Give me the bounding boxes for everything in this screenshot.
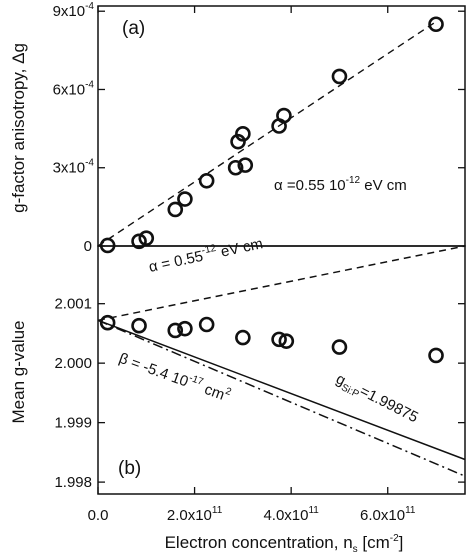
- data-point: [198, 316, 215, 333]
- panel-a-fit-lines: [97, 21, 437, 247]
- panel-a-alpha-annotation: α =0.55 10-12 eV cm: [274, 175, 407, 194]
- fit-line-dashed: [97, 21, 437, 247]
- y-tick-label: 0: [84, 238, 92, 255]
- panel-b-lines: [97, 245, 466, 477]
- line-solid: [97, 319, 466, 461]
- x-tick-label: 2.0x1011: [167, 505, 223, 524]
- y-tick-label: 3x10-4: [53, 158, 95, 177]
- data-point: [235, 126, 251, 142]
- line-dashed: [97, 245, 466, 322]
- data-point: [99, 314, 116, 331]
- panel-b-points: [99, 314, 444, 364]
- x-tick-label: 4.0x1011: [263, 505, 319, 524]
- data-point: [428, 347, 444, 364]
- panel-a-y-ticks: 0 3x10-4 6x10-4 9x10-4: [53, 1, 465, 255]
- data-point: [278, 333, 295, 349]
- x-tick-label: 6.0x1011: [360, 505, 416, 524]
- line-dashdot: [97, 319, 466, 477]
- data-point: [167, 201, 184, 218]
- y-tick-label: 1.998: [54, 474, 92, 491]
- data-point: [177, 191, 193, 207]
- panel-b-beta-annotation: β = -5.4 10-17 cm2: [117, 348, 233, 406]
- data-point: [237, 157, 254, 173]
- data-point: [167, 322, 184, 339]
- panel-b-frame: [97, 245, 466, 495]
- data-point: [230, 133, 246, 150]
- panel-b-y-axis-label: Mean g-value: [9, 320, 28, 423]
- panel-b-gsip-annotation: gSi:P=1.99875: [332, 370, 421, 429]
- data-point: [131, 317, 147, 334]
- panel-a-points: [99, 16, 444, 254]
- data-point: [235, 329, 251, 346]
- data-point: [276, 107, 292, 124]
- panel-a-label: (a): [122, 18, 145, 39]
- y-tick-label: 1.999: [54, 415, 92, 432]
- data-point: [138, 230, 155, 246]
- x-tick-label: 0.0: [88, 507, 109, 524]
- data-point: [227, 159, 244, 176]
- data-point: [331, 339, 348, 355]
- panel-b: 1.998 1.999 2.000 2.001 0.0 2.0x1011 4.0x1011…: [9, 233, 466, 555]
- y-tick-label: 2.001: [54, 296, 92, 313]
- panel-b-alpha-annotation: α = 0.55-12 eV cm: [147, 233, 265, 276]
- panel-a: 0 3x10-4 6x10-4 9x10-4 (a) α =0.55 10-12 eV…: [9, 1, 466, 255]
- y-tick-label: 9x10-4: [53, 1, 95, 20]
- y-tick-label: 2.000: [54, 355, 92, 372]
- panel-a-y-axis-label: g-factor anisotropy, Δg: [9, 43, 28, 213]
- x-axis-label: Electron concentration, ns [cm-2]: [165, 533, 404, 555]
- panel-b-label: (b): [118, 458, 141, 479]
- data-point: [331, 68, 348, 85]
- y-tick-label: 6x10-4: [53, 79, 95, 98]
- data-point: [198, 172, 215, 189]
- data-point: [131, 233, 147, 250]
- data-point: [177, 320, 193, 337]
- panel-b-y-ticks: 1.998 1.999 2.000 2.001: [54, 296, 465, 491]
- data-point: [271, 331, 287, 348]
- data-point: [428, 16, 444, 33]
- panel-b-x-ticks: 0.0 2.0x1011 4.0x1011 6.0x1011: [88, 487, 416, 524]
